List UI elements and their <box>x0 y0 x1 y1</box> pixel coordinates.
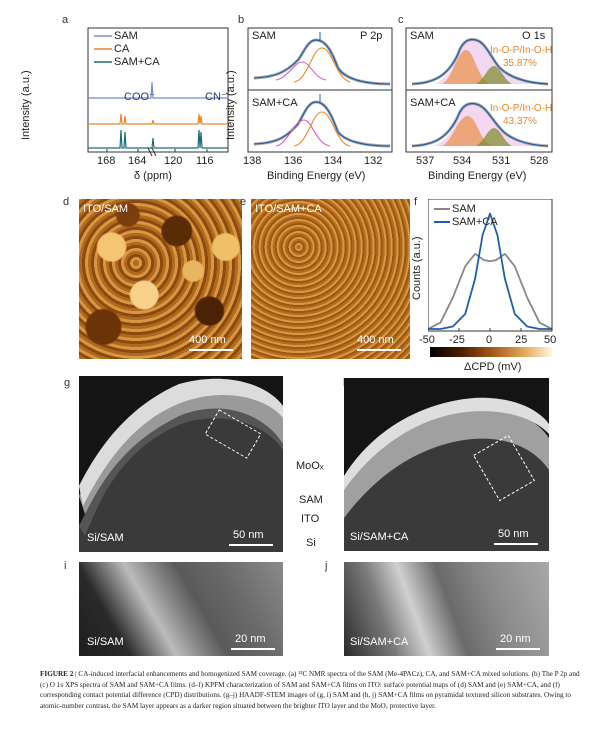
panel-a-legend-ca: CA <box>114 43 130 55</box>
caption-text: CA-induced interfacial enhancements and … <box>40 670 580 710</box>
panel-a-chart <box>87 27 229 157</box>
panel-f-series-sam-ca <box>428 212 552 330</box>
panel-d-label: ITO/SAM <box>83 203 129 215</box>
panel-b-tick-134: 134 <box>324 155 343 167</box>
panel-c-tick-528: 528 <box>530 155 549 167</box>
kpfm-map-samca: ITO/SAM+CA 400 nm <box>251 199 410 359</box>
panel-h-scalebar <box>494 543 538 545</box>
figure-caption: FIGURE 2 | CA-induced interfacial enhanc… <box>40 669 580 711</box>
panel-a-annot-cn: CN⁻ <box>205 91 227 103</box>
panel-f-ylabel: Counts (a.u.) <box>411 236 423 300</box>
caption-separator: | <box>75 670 79 678</box>
panel-c-ratio-sam: 35.87% <box>503 58 537 69</box>
panel-c-letter: c <box>398 14 404 26</box>
panel-c-ratio-label-bot: In-O-P/In-O-H <box>490 103 553 114</box>
panel-g-scalebar <box>229 544 273 546</box>
panel-c-tick-531: 531 <box>492 155 511 167</box>
panel-i-scale: 20 nm <box>235 633 266 645</box>
panel-d-scalebar <box>189 349 233 351</box>
panel-d-scale: 400 nm <box>189 334 226 346</box>
panel-e-letter: e <box>240 196 247 208</box>
panel-a-tick-116: 116 <box>196 155 214 167</box>
panel-j-letter: j <box>325 560 328 572</box>
panel-f-tick-0: 0 <box>486 334 493 346</box>
panel-a-letter: a <box>62 14 69 26</box>
panel-d-letter: d <box>63 196 70 208</box>
panel-i-label: Si/SAM <box>87 636 124 648</box>
panel-i-scalebar <box>231 648 275 650</box>
panel-c-label-sam: SAM <box>410 30 434 42</box>
kpfm-map-sam: ITO/SAM 400 nm <box>79 199 242 359</box>
panel-i-letter: i <box>64 560 67 572</box>
panel-a-legend-samca: SAM+CA <box>114 56 160 68</box>
caption-head: FIGURE 2 <box>40 670 74 678</box>
stem-image-samca: Si/SAM+CA 50 nm <box>344 378 549 551</box>
panel-e-label: ITO/SAM+CA <box>255 203 322 215</box>
panel-b-label-sam: SAM <box>252 30 276 42</box>
panel-a-annot-coo: COO⁻ <box>124 91 155 103</box>
layer-label-si: Si <box>306 537 316 549</box>
panel-c-tick-537: 537 <box>416 155 435 167</box>
panel-h-label: Si/SAM+CA <box>350 531 409 543</box>
panel-a-xlabel: δ (ppm) <box>134 170 172 182</box>
panel-g-scale: 50 nm <box>233 529 264 541</box>
panel-f-legend-samca: SAM+CA <box>452 216 498 228</box>
panel-c-chart <box>405 27 553 153</box>
panel-f-tick-50: 50 <box>544 334 557 346</box>
panel-b-label-samca: SAM+CA <box>252 97 298 109</box>
panel-g-letter: g <box>64 377 71 389</box>
stem-zoom-sam: Si/SAM 20 nm <box>79 562 283 656</box>
stem-zoom-samca: Si/SAM+CA 20 nm <box>344 562 549 656</box>
panel-c-xlabel: Binding Energy (eV) <box>428 170 527 182</box>
panel-g-label: Si/SAM <box>87 532 124 544</box>
panel-f-xlabel: ΔCPD (mV) <box>464 361 522 373</box>
panel-b-tick-136: 136 <box>284 155 303 167</box>
panel-f-tick-25: 25 <box>515 334 528 346</box>
panel-a-tick-120: 120 <box>164 155 183 167</box>
panel-b-ylabel: Intensity (a.u.) <box>225 70 237 140</box>
panel-e-scale: 400 nm <box>357 334 394 346</box>
panel-h-scale: 50 nm <box>498 528 529 540</box>
layer-label-moox: MoOₓ <box>296 460 324 472</box>
panel-f-letter: f <box>414 196 418 208</box>
panel-j-scalebar <box>496 648 540 650</box>
panel-a-tick-164: 164 <box>128 155 147 167</box>
panel-b-tick-132: 132 <box>364 155 383 167</box>
panel-f-chart <box>428 199 553 332</box>
panel-b-chart <box>247 27 393 153</box>
panel-a-ylabel: Intensity (a.u.) <box>20 70 32 140</box>
panel-b-title: P 2p <box>360 30 383 42</box>
layer-label-sam: SAM <box>299 494 323 506</box>
panel-c-tick-534: 534 <box>453 155 472 167</box>
panel-b-letter: b <box>238 14 245 26</box>
stem-image-sam: Si/SAM 50 nm <box>79 376 283 552</box>
panel-f-tick-m50: -50 <box>419 334 435 346</box>
panel-f-tick-m25: -25 <box>449 334 465 346</box>
panel-c-title: O 1s <box>522 30 546 42</box>
panel-e-scalebar <box>357 349 401 351</box>
panel-b-tick-138: 138 <box>243 155 262 167</box>
panel-c-label-samca: SAM+CA <box>410 97 456 109</box>
panel-j-label: Si/SAM+CA <box>350 636 409 648</box>
cpd-colorbar <box>430 347 552 357</box>
panel-b-xlabel: Binding Energy (eV) <box>267 170 366 182</box>
layer-label-ito: ITO <box>301 513 320 525</box>
panel-f-legend-sam: SAM <box>452 203 476 215</box>
panel-c-ratio-samca: 43.37% <box>503 116 537 127</box>
stem-sam-shapes <box>79 378 283 552</box>
panel-j-scale: 20 nm <box>500 633 531 645</box>
stem-samca-shapes <box>344 397 549 551</box>
panel-c-ratio-label-top: In-O-P/In-O-H <box>490 45 553 56</box>
panel-f-series-sam <box>428 252 553 330</box>
panel-a-tick-168: 168 <box>97 155 116 167</box>
panel-a-legend-sam: SAM <box>114 30 138 42</box>
